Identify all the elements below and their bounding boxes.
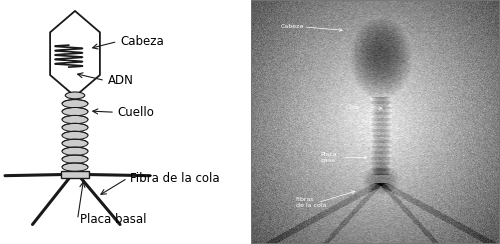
Ellipse shape <box>62 100 88 108</box>
Ellipse shape <box>62 123 88 132</box>
Ellipse shape <box>62 155 88 163</box>
Ellipse shape <box>62 115 88 124</box>
Text: ADN: ADN <box>108 74 134 87</box>
Ellipse shape <box>62 147 88 155</box>
Ellipse shape <box>62 107 88 116</box>
Bar <box>60 171 90 178</box>
Text: Fibra de la cola: Fibra de la cola <box>130 172 220 185</box>
Ellipse shape <box>65 92 85 99</box>
Text: Placa
base: Placa base <box>320 152 338 163</box>
Text: Placa basal: Placa basal <box>80 213 146 226</box>
Text: Cuello: Cuello <box>118 106 154 119</box>
Ellipse shape <box>62 131 88 140</box>
Text: Fibras
de la cola: Fibras de la cola <box>296 197 326 208</box>
Ellipse shape <box>62 163 88 171</box>
Text: Cola: Cola <box>346 105 360 110</box>
Text: Cabeza: Cabeza <box>120 35 164 48</box>
Text: Cabeza: Cabeza <box>281 24 304 29</box>
Polygon shape <box>50 11 100 96</box>
Ellipse shape <box>62 139 88 147</box>
